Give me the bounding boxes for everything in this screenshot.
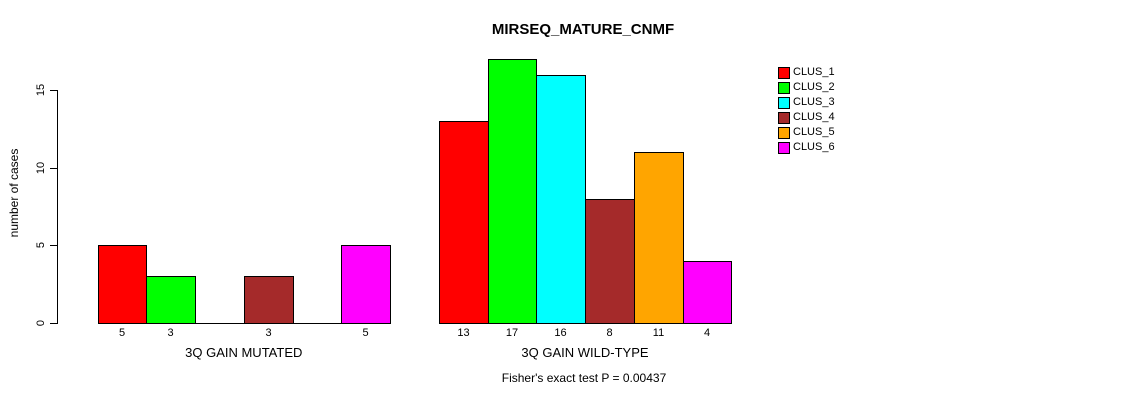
bar-clus_6-wildtype [683,261,732,324]
chart-title: MIRSEQ_MATURE_CNMF [491,21,675,38]
legend-item-clus_2: CLUS_2 [778,80,835,95]
group-label-wildtype: 3Q GAIN WILD-TYPE [521,345,649,360]
legend-label: CLUS_5 [793,126,835,138]
bar-clus_2-mutated [146,276,196,324]
legend-item-clus_6: CLUS_6 [778,140,835,155]
legend-item-clus_5: CLUS_5 [778,125,835,140]
bar-clus_1-mutated [98,245,147,324]
bar-value-label: 13 [457,327,470,339]
bar-value-label: 5 [362,327,369,339]
y-tick-label: 5 [35,241,47,249]
y-axis-line [57,90,58,324]
group-label-mutated: 3Q GAIN MUTATED [185,345,303,360]
legend-swatch-clus_6 [778,141,790,154]
bar-value-label: 3 [167,327,174,339]
bar-value-label: 3 [265,327,272,339]
bar-value-label: 11 [652,327,665,339]
bar-clus_2-wildtype [488,59,537,324]
y-tick-label: 15 [35,83,47,97]
legend-label: CLUS_3 [793,96,835,108]
bar-clus_1-wildtype [439,121,489,324]
y-tick-label: 10 [35,161,47,175]
bar-clus_4-wildtype [585,199,635,324]
legend-item-clus_3: CLUS_3 [778,95,835,110]
legend-item-clus_4: CLUS_4 [778,110,835,125]
legend: CLUS_1 CLUS_2 CLUS_3 CLUS_4 CLUS_5 CLUS_6 [778,65,835,155]
bar-value-label: 16 [554,327,567,339]
legend-swatch-clus_2 [778,81,790,94]
bar-value-label: 17 [505,327,519,339]
legend-item-clus_1: CLUS_1 [778,65,835,80]
bar-clus_6-mutated [341,245,391,324]
legend-swatch-clus_5 [778,126,790,139]
legend-label: CLUS_6 [793,141,835,153]
legend-label: CLUS_4 [793,111,835,123]
bar-clus_4-mutated [244,276,294,324]
fisher-test-annotation: Fisher's exact test P = 0.00437 [501,371,667,385]
bar-value-label: 5 [118,327,126,339]
bar-clus_5-wildtype [634,152,684,324]
y-tick-mark [50,90,58,91]
bar-clus_3-wildtype [536,75,586,324]
bar-value-label: 4 [703,327,711,339]
y-tick-label: 0 [35,319,47,327]
y-tick-mark [50,168,58,169]
y-tick-mark [50,245,58,246]
legend-label: CLUS_2 [793,81,835,93]
legend-swatch-clus_4 [778,111,790,124]
legend-swatch-clus_3 [778,96,790,109]
bar-value-label: 8 [606,327,613,339]
legend-label: CLUS_1 [793,66,835,78]
legend-swatch-clus_1 [778,66,790,79]
y-tick-mark [50,323,58,324]
